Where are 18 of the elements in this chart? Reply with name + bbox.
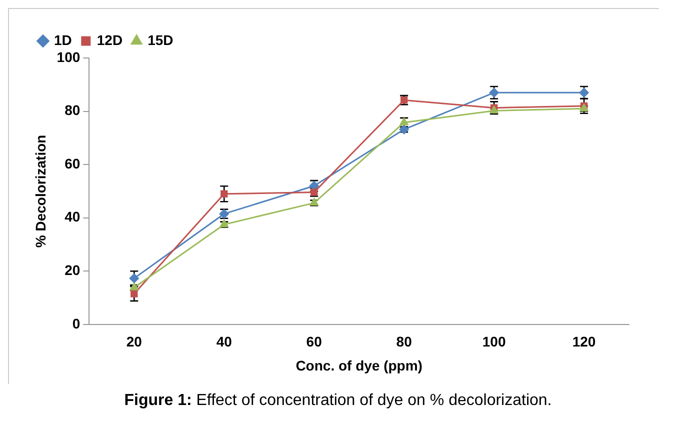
x-tick-label: 120 [572, 334, 596, 350]
x-tick-label: 80 [396, 334, 412, 350]
x-tick-label: 20 [126, 334, 142, 350]
y-tick-label: 20 [64, 262, 80, 278]
y-tick-label: 40 [64, 208, 80, 225]
y-axis-title: % Decolorization [32, 134, 48, 248]
y-tick-label: 60 [64, 155, 80, 172]
y-tick-label: 100 [56, 48, 80, 65]
legend-label: 1D [54, 32, 72, 48]
x-tick-label: 40 [216, 334, 232, 350]
x-axis-title: Conc. of dye (ppm) [296, 357, 422, 374]
y-tick-label: 80 [64, 102, 80, 118]
x-tick-label: 100 [482, 334, 506, 350]
y-tick-label: 0 [72, 315, 80, 332]
legend-label: 12D [96, 32, 123, 48]
x-tick-label: 60 [306, 334, 322, 350]
legend-label: 15D [148, 32, 174, 48]
caption: Figure 1: Effect of concentration of dye on % decolorization. [124, 392, 552, 409]
